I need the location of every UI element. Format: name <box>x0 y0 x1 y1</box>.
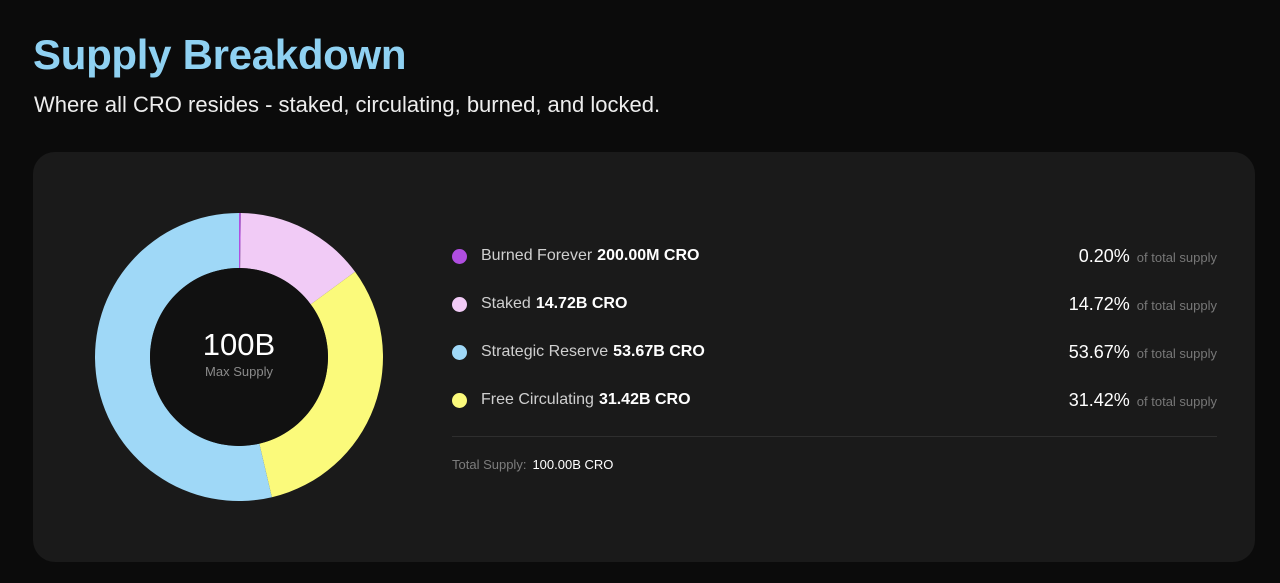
legend-name: Staked <box>481 295 531 312</box>
legend-of-total: of total supply <box>1136 394 1217 409</box>
legend-name: Burned Forever <box>481 247 593 264</box>
circulating-slice <box>259 271 383 498</box>
legend-divider <box>452 436 1217 437</box>
legend-name: Free Circulating <box>481 391 594 408</box>
staked-dot-icon <box>452 296 467 312</box>
staked-slice <box>240 213 356 305</box>
page-title: Supply Breakdown <box>33 31 407 78</box>
total-supply: Total Supply: 100.00B CRO <box>452 457 1217 472</box>
supply-legend: Burned Forever 200.00M CRO 0.20% of tota… <box>452 232 1217 472</box>
reserve-dot-icon <box>452 344 467 360</box>
donut-hole <box>150 268 328 446</box>
reserve-slice <box>95 213 272 501</box>
legend-percent: 53.67% <box>1068 341 1130 362</box>
page-subtitle: Where all CRO resides - staked, circulat… <box>34 92 661 117</box>
total-supply-value: 100.00B CRO <box>532 457 614 472</box>
legend-of-total: of total supply <box>1136 346 1217 361</box>
legend-row-burned: Burned Forever 200.00M CRO 0.20% of tota… <box>452 232 1217 280</box>
circulating-dot-icon <box>452 392 467 408</box>
legend-share: 14.72% of total supply <box>1069 280 1217 328</box>
legend-row-staked: Staked 14.72B CRO 14.72% of total supply <box>452 280 1217 328</box>
legend-percent: 14.72% <box>1068 293 1130 314</box>
legend-amount: 200.00M CRO <box>597 247 700 264</box>
legend-of-total: of total supply <box>1136 250 1217 265</box>
legend-amount: 53.67B CRO <box>613 343 705 360</box>
legend-amount: 31.42B CRO <box>598 391 691 408</box>
total-supply-label: Total Supply: <box>452 457 527 472</box>
legend-share: 0.20% of total supply <box>1079 232 1217 280</box>
supply-donut-chart <box>95 213 383 501</box>
supply-card: 100B Max Supply Burned Forever 200.00M C… <box>33 152 1255 562</box>
legend-amount: 14.72B CRO <box>535 295 628 312</box>
legend-share: 31.42% of total supply <box>1069 376 1217 424</box>
legend-of-total: of total supply <box>1136 298 1217 313</box>
legend-row-reserve: Strategic Reserve 53.67B CRO 53.67% of t… <box>452 328 1217 376</box>
burned-slice <box>239 213 241 269</box>
legend-percent: 31.42% <box>1068 389 1130 410</box>
legend-row-circulating: Free Circulating 31.42B CRO 31.42% of to… <box>452 376 1217 424</box>
burned-dot-icon <box>452 248 467 264</box>
legend-share: 53.67% of total supply <box>1069 328 1217 376</box>
legend-percent: 0.20% <box>1078 245 1130 266</box>
legend-name: Strategic Reserve <box>481 343 609 360</box>
